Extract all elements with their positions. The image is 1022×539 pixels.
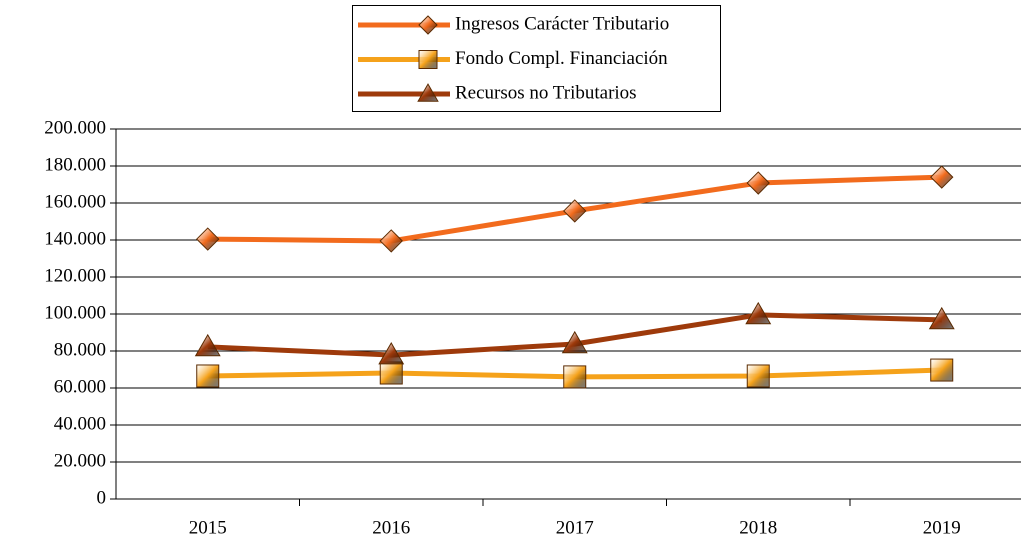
legend-label: Ingresos Carácter Tributario <box>455 13 669 34</box>
x-tick-label: 2019 <box>923 517 961 538</box>
legend-label: Recursos no Tributarios <box>455 82 637 103</box>
y-tick-label: 160.000 <box>44 191 106 212</box>
y-tick-label: 0 <box>97 487 107 508</box>
marker <box>561 330 588 354</box>
y-tick-label: 100.000 <box>44 302 106 323</box>
marker <box>746 171 770 195</box>
x-tick-label: 2015 <box>189 517 227 538</box>
y-tick-label: 20.000 <box>54 450 106 471</box>
y-tick-label: 80.000 <box>54 339 106 360</box>
marker <box>418 15 438 35</box>
marker <box>930 165 954 189</box>
marker <box>194 333 221 357</box>
y-tick-label: 60.000 <box>54 376 106 397</box>
marker <box>928 306 955 330</box>
y-tick-label: 120.000 <box>44 265 106 286</box>
marker <box>379 229 403 253</box>
y-tick-label: 200.000 <box>44 117 106 138</box>
marker <box>745 301 772 325</box>
marker <box>196 364 220 388</box>
marker <box>378 341 405 365</box>
x-tick-label: 2017 <box>556 517 594 538</box>
marker <box>417 83 439 102</box>
marker <box>930 358 954 382</box>
y-tick-label: 40.000 <box>54 413 106 434</box>
legend-label: Fondo Compl. Financiación <box>455 48 668 69</box>
x-tick-label: 2018 <box>739 517 777 538</box>
marker <box>563 365 587 389</box>
marker <box>418 50 438 69</box>
marker <box>196 227 220 251</box>
marker <box>379 361 403 385</box>
marker <box>746 364 770 388</box>
marker <box>563 199 587 223</box>
x-tick-label: 2016 <box>372 517 410 538</box>
y-tick-label: 180.000 <box>44 154 106 175</box>
y-tick-label: 140.000 <box>44 228 106 249</box>
